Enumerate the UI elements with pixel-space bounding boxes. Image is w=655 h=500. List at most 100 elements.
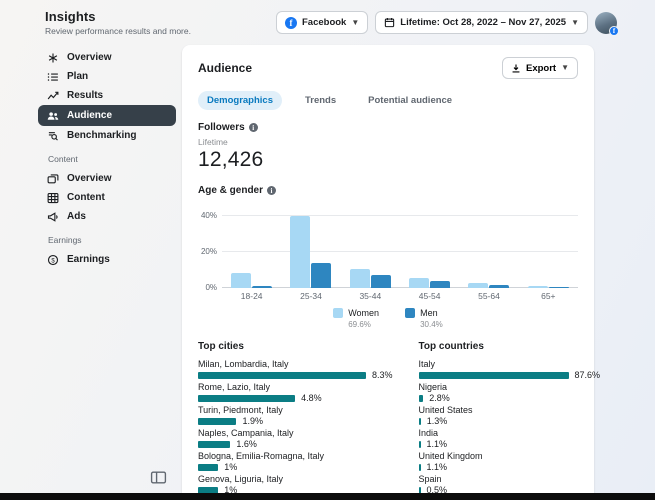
bar-men xyxy=(430,280,451,288)
sidebar-item-plan[interactable]: Plan xyxy=(38,67,176,86)
sidebar-item-results[interactable]: Results xyxy=(38,86,176,105)
list-item-bar-row: 4.8% xyxy=(198,393,393,403)
list-item-bar-row: 1.3% xyxy=(418,416,601,426)
bar-pair xyxy=(527,286,569,288)
sidebar-item-content[interactable]: Content xyxy=(38,188,176,207)
chart-group xyxy=(468,282,510,288)
bar-women xyxy=(527,286,548,288)
sidebar-item-audience[interactable]: Audience xyxy=(38,105,176,126)
list-item-bar-row: 8.3% xyxy=(198,370,393,380)
tab-demographics[interactable]: Demographics xyxy=(198,91,282,110)
sidebar-item-overview[interactable]: Overview xyxy=(38,48,176,67)
bar-pair xyxy=(468,282,510,288)
chart-group xyxy=(231,273,273,288)
svg-text:$: $ xyxy=(51,258,55,264)
list-item: Spain 0.5% xyxy=(418,474,601,495)
list-item-bar xyxy=(198,440,231,448)
tab-potential-audience[interactable]: Potential audience xyxy=(368,95,453,106)
top-header: Insights Review performance results and … xyxy=(0,0,655,45)
page-subtitle: Review performance results and more. xyxy=(45,26,191,36)
y-tick: 20% xyxy=(200,247,217,256)
chevron-down-icon: ▼ xyxy=(561,63,569,72)
x-axis-label: 45-54 xyxy=(418,291,441,301)
trend-line-icon xyxy=(47,90,60,102)
page-title: Insights xyxy=(45,9,96,24)
followers-period: Lifetime xyxy=(198,137,228,147)
list-item-name: Spain xyxy=(418,474,442,484)
list-item-bar xyxy=(198,486,219,494)
list-item-bar-row: 1.9% xyxy=(198,416,393,426)
gridline xyxy=(222,251,578,252)
legend-women: Women 69.6% xyxy=(333,308,379,329)
list-item-bar-row: 1.1% xyxy=(418,462,601,472)
sidebar-item-label: Earnings xyxy=(67,254,110,265)
list-item-percent: 0.5% xyxy=(426,485,448,495)
list-item-bar xyxy=(418,440,421,448)
date-range-selector[interactable]: Lifetime: Oct 28, 2022 – Nov 27, 2025 ▼ xyxy=(375,11,588,34)
top-cities-title: Top cities xyxy=(198,341,244,352)
x-axis-label: 55-64 xyxy=(478,291,500,301)
list-item-percent: 4.8% xyxy=(301,393,322,403)
bar-pair xyxy=(231,273,273,288)
top-countries-section: Top countries Italy 87.6% Nigeria 2.8% Unite… xyxy=(418,341,601,500)
list-item-bar-row: 1.6% xyxy=(198,439,393,449)
list-item-bar xyxy=(198,417,237,425)
megaphone-icon xyxy=(47,211,60,223)
x-axis-label: 25-34 xyxy=(300,291,322,301)
list-item-bar-row: 1% xyxy=(198,485,393,495)
list-item: India 1.1% xyxy=(418,428,601,449)
list-item-name: Genova, Liguria, Italy xyxy=(198,474,284,484)
dollar-circle-icon: $ xyxy=(47,254,60,266)
tab-trends[interactable]: Trends xyxy=(305,95,337,106)
header-controls: f Facebook ▼ Lifetime: Oct 28, 2022 – No… xyxy=(275,11,619,36)
bar-pair xyxy=(349,269,391,288)
sidebar-item-earnings[interactable]: $ Earnings xyxy=(38,250,176,269)
list-item-name: Italy xyxy=(418,359,436,369)
profile-avatar[interactable]: f xyxy=(595,11,619,36)
calendar-icon xyxy=(384,17,395,28)
list-item-percent: 2.8% xyxy=(429,393,450,403)
sidebar-item-label: Content xyxy=(67,192,105,203)
list-item-name: Rome, Lazio, Italy xyxy=(198,382,271,392)
sidebar-item-label: Results xyxy=(67,90,104,101)
legend-swatch xyxy=(405,308,416,318)
sidebar-item-benchmarking[interactable]: Benchmarking xyxy=(38,126,176,145)
list-item-name: United Kingdom xyxy=(418,451,483,461)
audience-tabs: Demographics Trends Potential audience xyxy=(198,91,578,110)
x-axis-label: 65+ xyxy=(541,291,556,301)
list-item: Milan, Lombardia, Italy 8.3% xyxy=(198,359,393,380)
x-axis-labels: 18-24 25-34 35-44 45-54 55-64 65+ xyxy=(222,291,578,301)
date-range-label: Lifetime: Oct 28, 2022 – Nov 27, 2025 xyxy=(400,17,567,28)
list-item-bar-row: 87.6% xyxy=(418,370,600,380)
list-item: Nigeria 2.8% xyxy=(418,382,601,403)
chart-group xyxy=(527,286,569,288)
info-icon[interactable]: i xyxy=(267,186,277,195)
bar-women xyxy=(468,282,489,288)
sidebar-item-content-overview[interactable]: Overview xyxy=(38,169,176,188)
chart-groups xyxy=(222,209,578,288)
list-item-bar xyxy=(418,463,421,471)
sidebar-item-ads[interactable]: Ads xyxy=(38,207,176,226)
collapse-sidebar-icon[interactable] xyxy=(150,469,167,486)
list-item-bar xyxy=(198,371,366,379)
magnifier-document-icon xyxy=(47,130,60,142)
chart-group xyxy=(349,269,391,288)
export-button[interactable]: Export ▼ xyxy=(501,57,578,79)
list-item-bar-row: 1% xyxy=(198,462,393,472)
x-axis-label: 18-24 xyxy=(240,291,263,301)
y-axis: 40% 20% 0% xyxy=(198,209,222,292)
followers-section: Followers i Lifetime 12,426 xyxy=(198,122,578,172)
list-item: Bologna, Emilia-Romagna, Italy 1% xyxy=(198,451,393,472)
sidebar-item-label: Plan xyxy=(67,71,89,82)
list-item: United States 1.3% xyxy=(418,405,601,426)
facebook-icon: f xyxy=(284,16,297,29)
chart-plot xyxy=(222,209,578,288)
list-item-percent: 1.6% xyxy=(236,439,257,449)
platform-selector-label: Facebook xyxy=(301,17,347,28)
chevron-down-icon: ▼ xyxy=(571,17,579,27)
people-icon xyxy=(47,110,60,122)
info-icon[interactable]: i xyxy=(248,123,258,132)
list-item-bar xyxy=(418,394,424,402)
download-icon xyxy=(511,63,521,74)
platform-selector[interactable]: f Facebook ▼ xyxy=(275,11,369,34)
